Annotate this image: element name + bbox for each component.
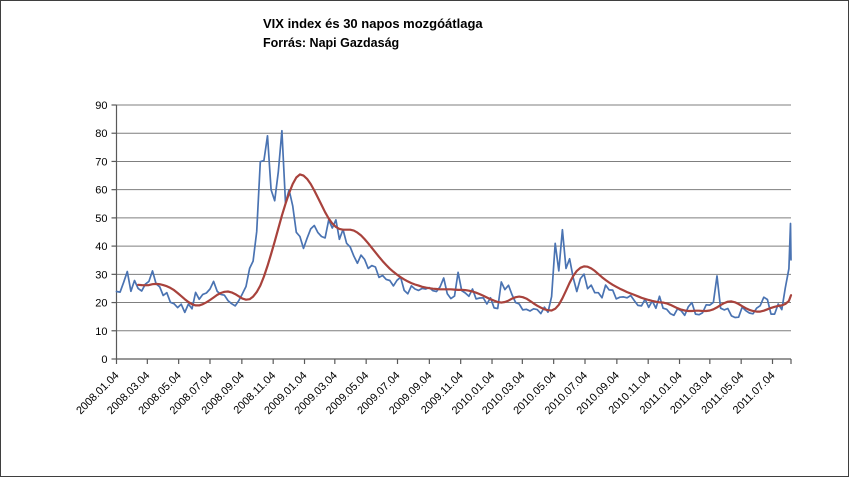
- y-tick-label: 50: [95, 213, 107, 225]
- y-tick-label: 70: [95, 156, 107, 168]
- y-tick-label: 60: [95, 185, 107, 197]
- chart-subtitle: Forrás: Napi Gazdaság: [263, 36, 400, 50]
- y-tick-label: 80: [95, 128, 107, 140]
- x-axis-labels: 2008.01.042008.03.042008.05.042008.07.04…: [74, 359, 792, 417]
- chart-title: VIX index és 30 napos mozgóátlaga: [263, 16, 483, 31]
- y-tick-label: 40: [95, 241, 107, 253]
- y-tick-label: 20: [95, 298, 107, 310]
- y-tick-label: 30: [95, 269, 107, 281]
- y-tick-label: 0: [101, 354, 107, 366]
- y-axis-labels: 0 10 20 30 40 50 60 70 80 90: [95, 100, 117, 366]
- y-tick-label: 90: [95, 100, 107, 112]
- gridlines: [116, 104, 791, 332]
- chart-title-block: VIX index és 30 napos mozgóátlaga Forrás…: [263, 14, 483, 53]
- moving-average-line: [137, 173, 793, 313]
- vix-line: [115, 129, 792, 319]
- axes: [115, 105, 791, 360]
- y-tick-label: 10: [95, 326, 107, 338]
